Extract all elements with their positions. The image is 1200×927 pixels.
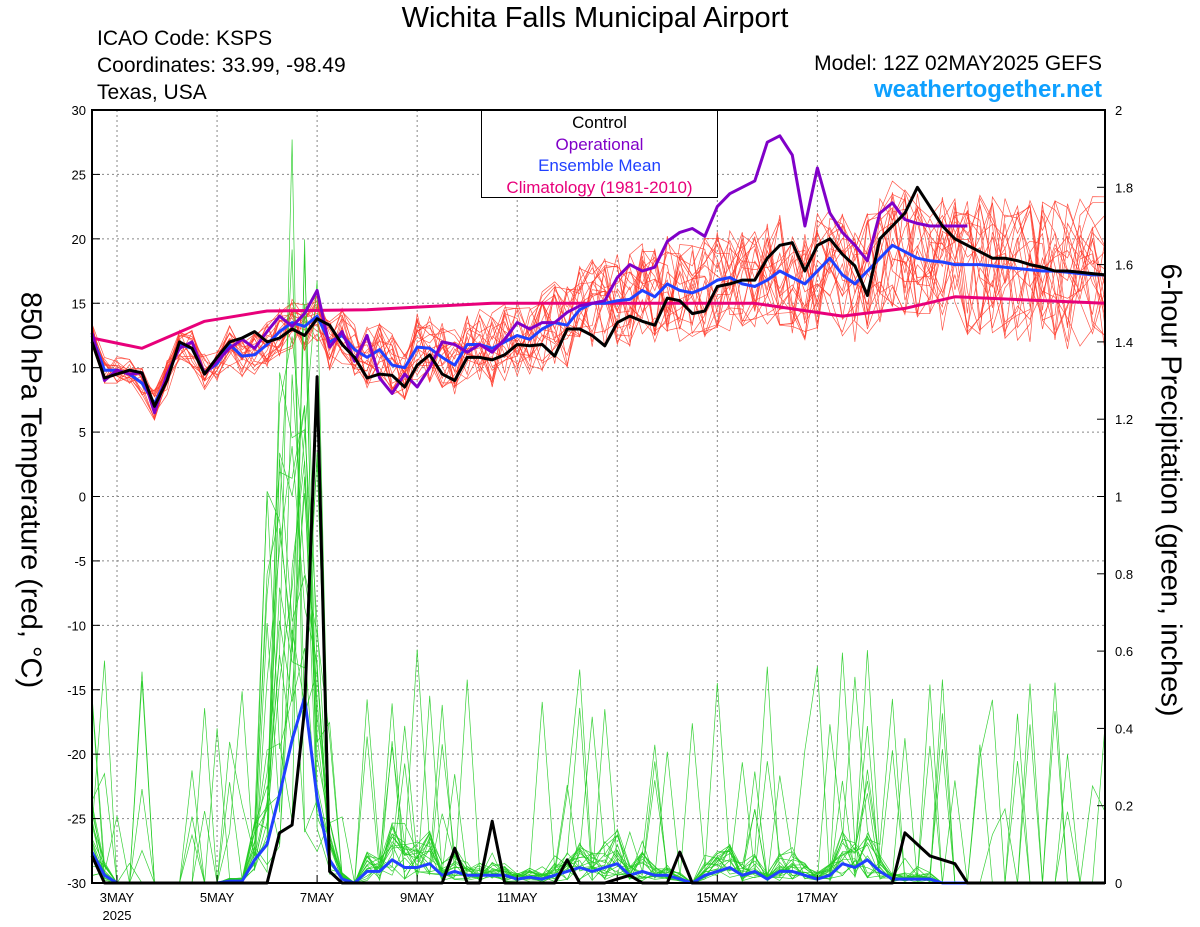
y2-tick-label: 1.6: [1115, 258, 1133, 273]
y2-tick-label: 0.4: [1115, 721, 1133, 736]
y-tick-label: -30: [67, 876, 86, 891]
legend-item-climatology: Climatology (1981-2010): [506, 177, 693, 197]
x-tick-sublabel: 2025: [103, 908, 132, 923]
y2-tick-label: 1.2: [1115, 412, 1133, 427]
y-tick-label: 5: [79, 425, 86, 440]
x-tick-label: 9MAY: [400, 890, 435, 905]
y2-tick-label: 0: [1115, 876, 1122, 891]
y2-tick-label: 2: [1115, 103, 1122, 118]
region: Texas, USA: [97, 81, 207, 104]
y-tick-label: 10: [72, 361, 86, 376]
y-tick-label: -25: [67, 812, 86, 827]
y2-tick-label: 0.8: [1115, 567, 1133, 582]
y-tick-label: 20: [72, 232, 86, 247]
temp-member-line: [91, 194, 1106, 406]
y-tick-label: 30: [72, 103, 86, 118]
temp-member-line: [91, 204, 1106, 420]
y2-tick-label: 0.2: [1115, 799, 1133, 814]
x-tick-label: 7MAY: [300, 890, 335, 905]
legend-item-ensemble-mean: Ensemble Mean: [538, 156, 661, 175]
x-tick-label: 15MAY: [696, 890, 738, 905]
legend-item-control: Control: [572, 113, 627, 132]
y2-tick-label: 1.8: [1115, 180, 1133, 195]
y-tick-label: 15: [72, 296, 86, 311]
website-link[interactable]: weathertogether.net: [873, 76, 1102, 103]
legend: Control Operational Ensemble Mean Climat…: [481, 110, 718, 198]
legend-item-operational: Operational: [555, 134, 644, 154]
y-axis-left-label: 850 hPa Temperature (red, °C): [14, 291, 47, 689]
y-tick-label: -5: [74, 554, 86, 569]
chart-title: Wichita Falls Municipal Airport: [401, 2, 789, 34]
temp-member-line: [91, 201, 1106, 395]
model-run: Model: 12Z 02MAY2025 GEFS: [814, 52, 1102, 75]
coordinates: Coordinates: 33.99, -98.49: [97, 54, 346, 77]
y-tick-label: -10: [67, 618, 86, 633]
y2-tick-label: 1: [1115, 490, 1122, 505]
series-line-temp-climatology-1981-2010: [91, 295, 1106, 350]
y2-tick-label: 0.6: [1115, 644, 1133, 659]
x-tick-label: 13MAY: [596, 890, 638, 905]
series-line-temp-operational: [90, 134, 968, 415]
series-line-temp-control: [90, 185, 1106, 408]
y2-tick-label: 1.4: [1115, 335, 1133, 350]
y-tick-label: -15: [67, 683, 86, 698]
y-axis-right-label: 6-hour Precipitation (green, inches): [1154, 263, 1187, 717]
y-tick-label: -20: [67, 747, 86, 762]
temp-member-line: [91, 213, 1106, 409]
icao-code: ICAO Code: KSPS: [97, 27, 273, 50]
x-tick-label: 5MAY: [200, 890, 235, 905]
x-tick-label: 17MAY: [797, 890, 839, 905]
x-tick-label: 11MAY: [497, 890, 538, 905]
precip-member-line: [91, 476, 1105, 884]
temp-member-line: [91, 201, 1106, 407]
y-tick-label: 0: [79, 490, 86, 505]
series-line-precip-ensemble-mean: [90, 696, 1105, 885]
x-tick-label: 3MAY: [100, 890, 135, 905]
y-tick-label: 25: [72, 167, 86, 182]
temp-member-line: [91, 196, 1106, 415]
